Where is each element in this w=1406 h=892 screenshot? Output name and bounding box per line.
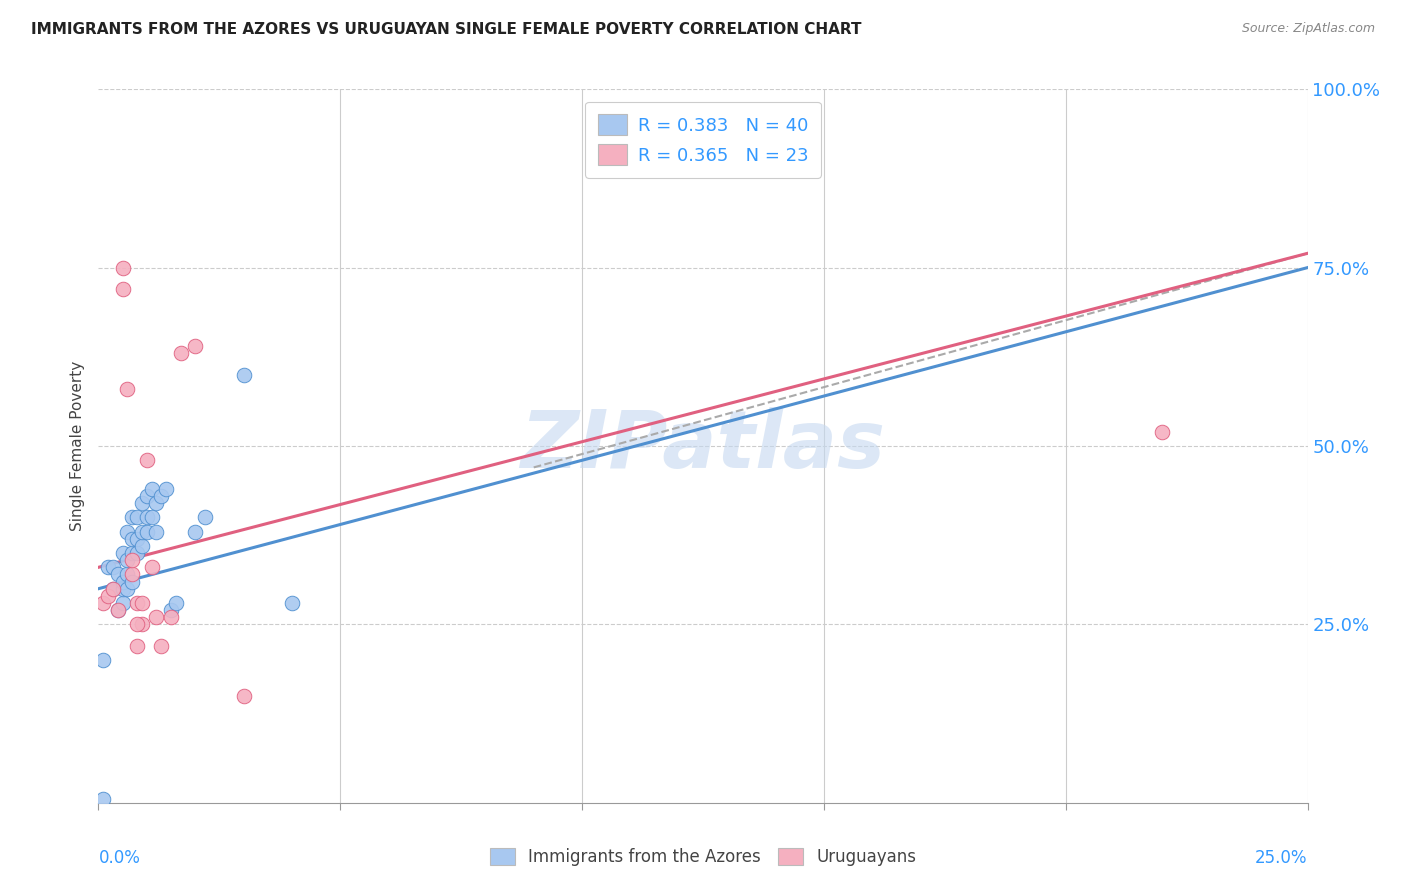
Point — [232, 368, 254, 382]
Point — [101, 582, 124, 596]
Point — [131, 617, 153, 632]
Point — [97, 560, 120, 574]
Point — [165, 596, 187, 610]
Point — [145, 496, 167, 510]
Point — [141, 510, 163, 524]
Point — [135, 489, 157, 503]
Point — [121, 510, 143, 524]
Point — [135, 524, 157, 539]
Point — [111, 546, 134, 560]
Point — [107, 567, 129, 582]
Point — [121, 546, 143, 560]
Point — [107, 603, 129, 617]
Point — [160, 610, 183, 624]
Point — [232, 689, 254, 703]
Point — [101, 560, 124, 574]
Text: Source: ZipAtlas.com: Source: ZipAtlas.com — [1241, 22, 1375, 36]
Point — [101, 582, 124, 596]
Point — [111, 282, 134, 296]
Point — [281, 596, 304, 610]
Point — [141, 560, 163, 574]
Point — [117, 553, 139, 567]
Point — [131, 539, 153, 553]
Point — [194, 510, 217, 524]
Legend: R = 0.383   N = 40, R = 0.365   N = 23: R = 0.383 N = 40, R = 0.365 N = 23 — [585, 102, 821, 178]
Point — [121, 567, 143, 582]
Point — [111, 260, 134, 275]
Point — [155, 482, 177, 496]
Point — [91, 653, 114, 667]
Point — [111, 596, 134, 610]
Point — [184, 339, 207, 353]
Point — [141, 482, 163, 496]
Point — [121, 532, 143, 546]
Legend: Immigrants from the Azores, Uruguayans: Immigrants from the Azores, Uruguayans — [482, 840, 924, 875]
Point — [1152, 425, 1174, 439]
Point — [127, 639, 149, 653]
Y-axis label: Single Female Poverty: Single Female Poverty — [70, 361, 86, 531]
Text: IMMIGRANTS FROM THE AZORES VS URUGUAYAN SINGLE FEMALE POVERTY CORRELATION CHART: IMMIGRANTS FROM THE AZORES VS URUGUAYAN … — [31, 22, 862, 37]
Point — [117, 567, 139, 582]
Point — [127, 546, 149, 560]
Point — [169, 346, 191, 360]
Point — [135, 453, 157, 467]
Point — [121, 553, 143, 567]
Point — [135, 510, 157, 524]
Point — [127, 596, 149, 610]
Point — [117, 524, 139, 539]
Point — [121, 574, 143, 589]
Point — [150, 489, 173, 503]
Point — [117, 382, 139, 396]
Text: 25.0%: 25.0% — [1256, 849, 1308, 867]
Text: ZIPatlas: ZIPatlas — [520, 407, 886, 485]
Point — [91, 596, 114, 610]
Point — [145, 610, 167, 624]
Point — [160, 603, 183, 617]
Point — [184, 524, 207, 539]
Point — [127, 532, 149, 546]
Text: 0.0%: 0.0% — [98, 849, 141, 867]
Point — [150, 639, 173, 653]
Point — [117, 582, 139, 596]
Point — [111, 582, 134, 596]
Point — [131, 496, 153, 510]
Point — [107, 603, 129, 617]
Point — [131, 596, 153, 610]
Point — [111, 574, 134, 589]
Point — [145, 524, 167, 539]
Point — [127, 617, 149, 632]
Point — [97, 589, 120, 603]
Point — [127, 510, 149, 524]
Point — [131, 524, 153, 539]
Point — [91, 792, 114, 806]
